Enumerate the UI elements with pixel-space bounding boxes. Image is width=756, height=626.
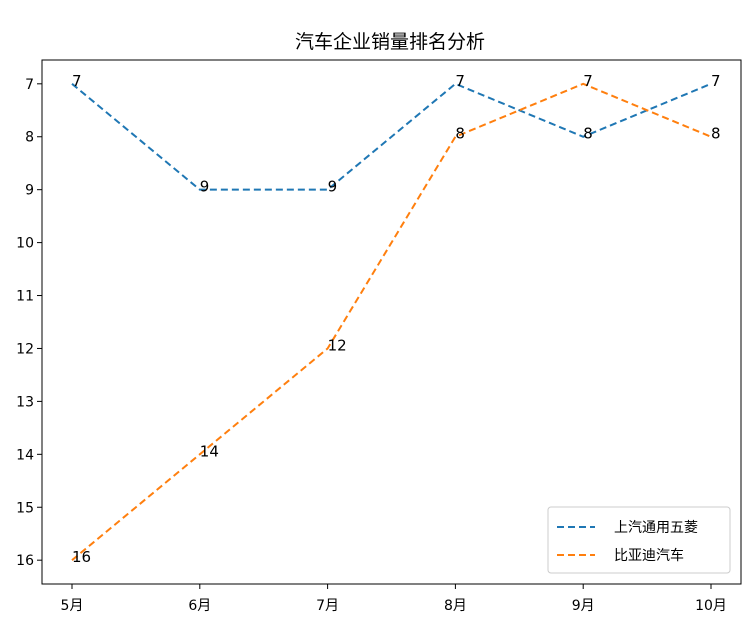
x-tick-label: 8月 (444, 598, 467, 614)
y-tick-label: 8 (25, 130, 34, 146)
data-label: 7 (711, 72, 721, 90)
x-tick-label: 5月 (61, 598, 84, 614)
data-label: 8 (711, 125, 721, 143)
data-label: 9 (200, 178, 210, 196)
y-tick-label: 12 (16, 341, 34, 357)
data-label: 7 (455, 72, 465, 90)
plot-area: 7 8 9 10 11 12 13 14 15 16 5月 6月 7月 8月 9月 10月 7 9 9 7 8 7 16 14… (16, 59, 742, 614)
y-tick-label: 16 (16, 553, 34, 569)
x-tick-label: 6月 (188, 598, 211, 614)
data-label: 7 (583, 72, 593, 90)
legend-entry: 比亚迪汽车 (614, 547, 684, 564)
x-tick-label: 9月 (572, 598, 595, 614)
data-label: 14 (200, 442, 219, 460)
x-tick-label: 7月 (316, 598, 339, 614)
data-label: 7 (72, 72, 82, 90)
y-tick-label: 9 (25, 183, 34, 199)
plot-frame (41, 59, 742, 585)
data-label: 9 (328, 178, 338, 196)
y-tick-label: 15 (16, 500, 34, 516)
y-tick-label: 13 (16, 394, 34, 410)
x-tick-label: 10月 (695, 598, 727, 614)
data-label: 12 (328, 336, 347, 354)
data-label: 8 (583, 125, 593, 143)
legend-box (547, 506, 731, 574)
legend-entry: 上汽通用五菱 (614, 520, 698, 536)
series-line (71, 82, 712, 561)
series-line (71, 82, 712, 191)
chart-title: 汽车企业销量排名分析 (295, 31, 485, 53)
y-tick-label: 14 (16, 447, 34, 463)
y-tick-label: 10 (16, 236, 34, 252)
y-tick-label: 11 (16, 289, 34, 305)
data-label: 8 (455, 125, 465, 143)
data-label: 16 (72, 548, 91, 566)
y-tick-label: 7 (25, 77, 34, 93)
